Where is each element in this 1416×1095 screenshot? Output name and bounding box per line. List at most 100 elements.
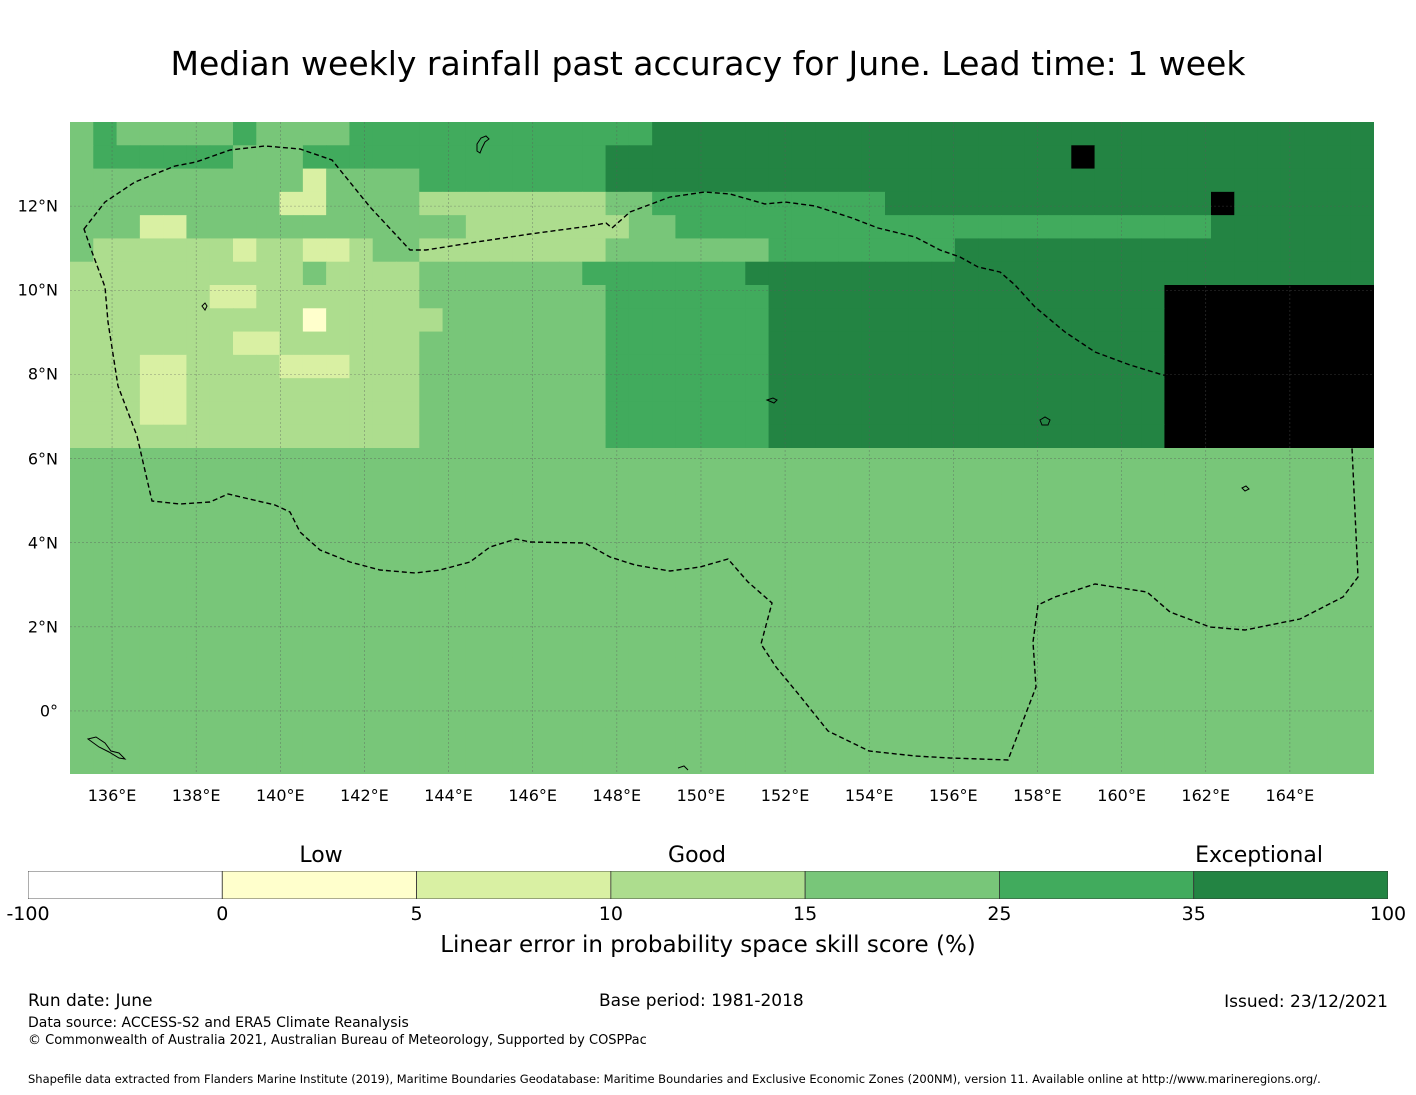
skill-cell bbox=[209, 122, 234, 146]
skill-cell bbox=[1094, 285, 1119, 309]
skill-cell bbox=[1327, 354, 1352, 379]
skill-cell bbox=[233, 448, 257, 472]
skill-cell bbox=[489, 448, 514, 472]
skill-cell bbox=[1048, 378, 1072, 403]
skill-cell bbox=[722, 215, 746, 240]
skill-cell bbox=[442, 657, 467, 682]
skill-cell bbox=[768, 238, 793, 263]
skill-cell bbox=[535, 378, 560, 403]
skill-cell bbox=[163, 401, 188, 426]
skill-cell bbox=[1280, 471, 1305, 496]
skill-cell bbox=[326, 634, 351, 659]
skill-cell bbox=[1304, 401, 1329, 426]
skill-cell bbox=[349, 238, 374, 263]
skill-cell bbox=[1280, 657, 1305, 682]
skill-cell bbox=[70, 657, 94, 682]
skill-cell bbox=[652, 517, 677, 542]
skill-cell bbox=[233, 611, 257, 635]
skill-cell bbox=[1141, 238, 1166, 263]
skill-cell bbox=[93, 331, 118, 356]
skill-cell bbox=[605, 541, 630, 566]
skill-cell bbox=[1094, 657, 1119, 682]
skill-cell bbox=[675, 191, 700, 216]
islands bbox=[86, 135, 1250, 771]
skill-cell bbox=[302, 285, 327, 309]
skill-cell bbox=[1304, 657, 1329, 682]
skill-cell bbox=[1001, 471, 1026, 496]
skill-cell bbox=[396, 727, 420, 752]
skill-cell bbox=[745, 517, 770, 542]
skill-cell bbox=[931, 424, 956, 449]
skill-cell bbox=[442, 285, 467, 309]
skill-cell bbox=[745, 541, 770, 566]
skill-cell bbox=[1164, 587, 1189, 612]
skill-cell bbox=[372, 424, 397, 449]
skill-cell bbox=[93, 401, 118, 426]
skill-cell bbox=[279, 191, 304, 216]
skill-cell bbox=[1071, 704, 1096, 729]
skill-cell bbox=[1234, 354, 1259, 379]
skill-cell bbox=[675, 308, 700, 333]
skill-cell bbox=[1187, 285, 1212, 309]
skill-cell bbox=[582, 424, 607, 449]
skill-cell bbox=[559, 517, 583, 542]
skill-cell bbox=[745, 354, 770, 379]
skill-cell bbox=[885, 587, 909, 612]
skill-cell bbox=[70, 191, 94, 216]
skill-cell bbox=[931, 750, 956, 774]
skill-cell bbox=[1117, 378, 1142, 403]
latitude-tick: 8°N bbox=[27, 364, 58, 384]
skill-cell bbox=[1280, 424, 1305, 449]
skill-cell bbox=[1280, 704, 1305, 729]
skill-cell bbox=[326, 424, 351, 449]
skill-cell bbox=[931, 564, 956, 589]
skill-cell bbox=[1257, 168, 1282, 193]
skill-cell bbox=[559, 285, 583, 309]
skill-cell bbox=[908, 680, 933, 705]
skill-cell bbox=[163, 145, 188, 170]
skill-cell bbox=[465, 587, 490, 612]
skill-cell bbox=[1024, 541, 1049, 566]
skill-cell bbox=[1257, 215, 1282, 240]
skill-cell bbox=[419, 401, 444, 426]
eez-palau-boundary bbox=[83, 145, 1359, 761]
skill-cell bbox=[1164, 122, 1189, 146]
skill-cell bbox=[791, 285, 816, 309]
skill-cell bbox=[1094, 424, 1119, 449]
skill-cell bbox=[908, 331, 933, 356]
skill-cell bbox=[908, 727, 933, 752]
skill-cell bbox=[93, 261, 118, 286]
skill-cell bbox=[582, 191, 607, 216]
skill-cell bbox=[70, 494, 94, 519]
skill-cell bbox=[815, 704, 840, 729]
skill-cell bbox=[582, 261, 607, 286]
skill-cell bbox=[815, 517, 840, 542]
skill-cell bbox=[628, 680, 653, 705]
skill-cell bbox=[1304, 541, 1329, 566]
skill-cell bbox=[1304, 378, 1329, 403]
skill-cell bbox=[279, 448, 304, 472]
colorbar-tick: 5 bbox=[410, 903, 423, 925]
skill-cell bbox=[1117, 517, 1142, 542]
skill-cell bbox=[745, 261, 770, 286]
skill-cell bbox=[209, 704, 234, 729]
skill-cell bbox=[1350, 634, 1374, 659]
skill-cell bbox=[1350, 424, 1374, 449]
skill-cell bbox=[1117, 494, 1142, 519]
skill-cell bbox=[465, 564, 490, 589]
skill-cell bbox=[815, 122, 840, 146]
skill-cell bbox=[652, 122, 677, 146]
skill-cell bbox=[675, 401, 700, 426]
skill-cell bbox=[279, 657, 304, 682]
skill-cell bbox=[931, 168, 956, 193]
skill-cell bbox=[954, 611, 979, 635]
skill-cell bbox=[908, 122, 933, 146]
skill-cell bbox=[605, 680, 630, 705]
skill-cell bbox=[535, 564, 560, 589]
skill-cell bbox=[1327, 541, 1352, 566]
skill-cell bbox=[1141, 331, 1166, 356]
skill-cell bbox=[256, 750, 281, 774]
skill-cell bbox=[978, 704, 1003, 729]
skill-cell bbox=[931, 191, 956, 216]
skill-cell bbox=[1024, 750, 1049, 774]
